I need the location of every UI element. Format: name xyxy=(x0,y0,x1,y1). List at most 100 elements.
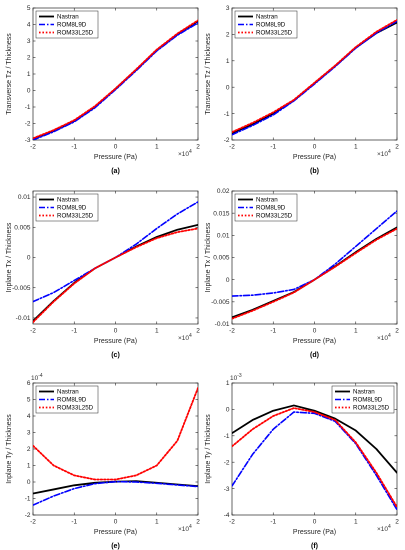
x-tick-label: -2 xyxy=(229,519,235,526)
series-group xyxy=(232,404,397,511)
y-tick-label: 0 xyxy=(226,407,230,414)
panel-b: -2 -1 0 1 2 -2 -1 0 1 2 3 ×104 Pressure (Pa) Transver… xyxy=(205,5,399,175)
y-tick-label: 0.015 xyxy=(213,210,230,217)
x-exponent-label: ×104 xyxy=(178,524,192,533)
series-group xyxy=(33,19,198,140)
x-tick-label: -2 xyxy=(30,328,36,335)
y-tick-label: -1 xyxy=(224,111,230,118)
legend-box xyxy=(234,193,298,222)
series-line-rom33l25d xyxy=(33,387,198,481)
x-tick-label: -1 xyxy=(71,144,77,151)
series-group xyxy=(33,387,198,506)
y-tick-label: -3 xyxy=(224,486,230,493)
x-tick-label: -2 xyxy=(30,144,36,151)
y-tick-label: 6 xyxy=(27,380,31,387)
legend-label: ROM33L25D xyxy=(353,405,390,412)
x-axis-label: Pressure (Pa) xyxy=(94,154,137,161)
y-tick-label: 2 xyxy=(226,32,230,39)
y-tick-label: -0.005 xyxy=(211,299,230,306)
x-tick-label: 0 xyxy=(313,519,317,526)
series-group xyxy=(232,18,397,136)
series-line-rom8l9d xyxy=(33,480,198,506)
x-tick-label: 1 xyxy=(155,144,159,151)
x-exponent-label: ×104 xyxy=(377,333,391,342)
y-tick-label: 2 xyxy=(27,446,31,453)
legend-label: ROM33L25D xyxy=(57,405,94,412)
y-tick-label: 0 xyxy=(226,84,230,91)
y-tick-label: -1 xyxy=(25,104,31,111)
panel-label: (b) xyxy=(310,168,319,175)
legend-label: ROM8L9D xyxy=(256,22,286,29)
y-tick-label: -1 xyxy=(224,433,230,440)
x-axis-label: Pressure (Pa) xyxy=(94,529,137,536)
x-tick-label: 2 xyxy=(395,328,399,335)
y-tick-label: -0.01 xyxy=(215,321,230,328)
y-axis-label: Transverse Tz / Thickness xyxy=(205,33,212,115)
x-tick-label: -1 xyxy=(270,144,276,151)
x-tick-label: 2 xyxy=(196,144,200,151)
x-tick-label: -2 xyxy=(30,519,36,526)
x-tick-label: -1 xyxy=(71,328,77,335)
panel-c: -2 -1 0 1 2 -0.01 -0.005 0 0.005 0.01 ×104 Pressure… xyxy=(6,190,200,359)
y-tick-label: -3 xyxy=(25,137,31,144)
x-axis-label: Pressure (Pa) xyxy=(293,154,336,161)
y-tick-label: 1 xyxy=(27,71,31,78)
x-tick-label: 0 xyxy=(114,144,118,151)
y-tick-label: 0.02 xyxy=(217,188,230,195)
x-axis-label: Pressure (Pa) xyxy=(94,338,137,345)
y-tick-label: 5 xyxy=(27,397,31,404)
legend-label: ROM33L25D xyxy=(57,30,94,37)
panel-f: -2 -1 0 1 2 -4 -3 -2 -1 0 1 ×104 10-3 Pressure (Pa) In… xyxy=(205,373,399,550)
series-line-rom33l25d xyxy=(232,407,397,508)
y-axis-label: Inplane Tx / Thickness xyxy=(205,222,212,292)
legend-label: ROM8L9D xyxy=(57,205,87,212)
y-axis-label: Inplane Ty / Thickness xyxy=(205,414,212,484)
x-tick-label: -2 xyxy=(229,328,235,335)
series-group xyxy=(232,210,397,320)
legend-box xyxy=(234,10,298,39)
y-tick-label: -2 xyxy=(224,459,230,466)
y-tick-label: 0 xyxy=(226,277,230,284)
legend-box xyxy=(331,385,395,414)
x-tick-label: 1 xyxy=(155,519,159,526)
y-tick-label: 1 xyxy=(226,380,230,387)
x-tick-label: 0 xyxy=(313,144,317,151)
x-tick-label: 0 xyxy=(114,519,118,526)
legend-label: ROM33L25D xyxy=(57,213,94,220)
x-tick-label: 1 xyxy=(155,328,159,335)
y-tick-label: 0 xyxy=(27,255,31,262)
y-tick-label: -2 xyxy=(224,137,230,144)
y-exponent-label: 10-4 xyxy=(31,373,43,382)
legend-label: ROM33L25D xyxy=(256,30,293,37)
panel-label: (a) xyxy=(111,168,120,175)
x-exponent-label: ×104 xyxy=(178,149,192,158)
x-tick-label: 0 xyxy=(313,328,317,335)
legend-box xyxy=(35,385,99,414)
legend-label: Nastran xyxy=(256,197,278,204)
y-axis-label: Inplane Ty / Thickness xyxy=(6,414,13,484)
y-tick-label: -0.01 xyxy=(16,315,31,322)
x-axis-label: Pressure (Pa) xyxy=(293,338,336,345)
y-tick-label: -2 xyxy=(25,512,31,519)
x-tick-label: -1 xyxy=(71,519,77,526)
legend-label: Nastran xyxy=(57,14,79,21)
series-line-rom33l25d xyxy=(232,227,397,320)
y-tick-label: -0.005 xyxy=(12,285,31,292)
x-tick-label: -2 xyxy=(229,144,235,151)
panel-e: -2 -1 0 1 2 -2 -1 0 1 2 3 4 5 6 ×104 10-4 Pressure (Pa) I… xyxy=(6,373,200,550)
series-line-nastran xyxy=(232,404,397,474)
y-tick-label: 5 xyxy=(27,5,31,12)
panel-label: (f) xyxy=(311,543,318,550)
legend-label: Nastran xyxy=(353,389,375,396)
x-tick-label: 1 xyxy=(354,519,358,526)
series-line-rom8l9d xyxy=(232,20,397,136)
x-tick-label: 2 xyxy=(395,519,399,526)
y-axis-label: Transverse Tz / Thickness xyxy=(6,33,13,115)
panel-label: (c) xyxy=(111,352,120,359)
